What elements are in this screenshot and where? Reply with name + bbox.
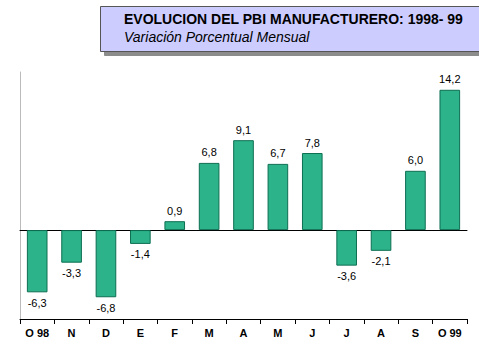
svg-text:9,1: 9,1 <box>236 124 251 136</box>
svg-text:6,0: 6,0 <box>408 154 423 166</box>
svg-text:A: A <box>240 327 248 339</box>
svg-text:0,9: 0,9 <box>167 205 182 217</box>
svg-text:7,8: 7,8 <box>305 137 320 149</box>
svg-text:O 98: O 98 <box>25 327 49 339</box>
svg-text:O 99: O 99 <box>438 327 462 339</box>
svg-text:14,2: 14,2 <box>439 73 460 85</box>
svg-text:E: E <box>137 327 144 339</box>
svg-text:F: F <box>171 327 178 339</box>
svg-text:J: J <box>309 327 315 339</box>
svg-text:-6,8: -6,8 <box>96 302 115 314</box>
svg-text:EVOLUCION DEL PBI MANUFACTURER: EVOLUCION DEL PBI MANUFACTURERO: 1998- 9… <box>124 11 463 27</box>
svg-text:-1,4: -1,4 <box>131 248 150 260</box>
svg-text:M: M <box>205 327 214 339</box>
svg-text:N: N <box>68 327 76 339</box>
svg-text:M: M <box>273 327 282 339</box>
svg-text:Variación Porcentual Mensual: Variación Porcentual Mensual <box>124 29 310 45</box>
svg-text:-3,6: -3,6 <box>337 270 356 282</box>
svg-text:D: D <box>102 327 110 339</box>
svg-text:-3,3: -3,3 <box>62 267 81 279</box>
svg-text:S: S <box>412 327 419 339</box>
svg-text:-2,1: -2,1 <box>372 255 391 267</box>
svg-text:J: J <box>344 327 350 339</box>
svg-text:A: A <box>377 327 385 339</box>
svg-text:-6,3: -6,3 <box>28 297 47 309</box>
svg-text:6,8: 6,8 <box>201 146 216 158</box>
svg-text:6,7: 6,7 <box>270 147 285 159</box>
